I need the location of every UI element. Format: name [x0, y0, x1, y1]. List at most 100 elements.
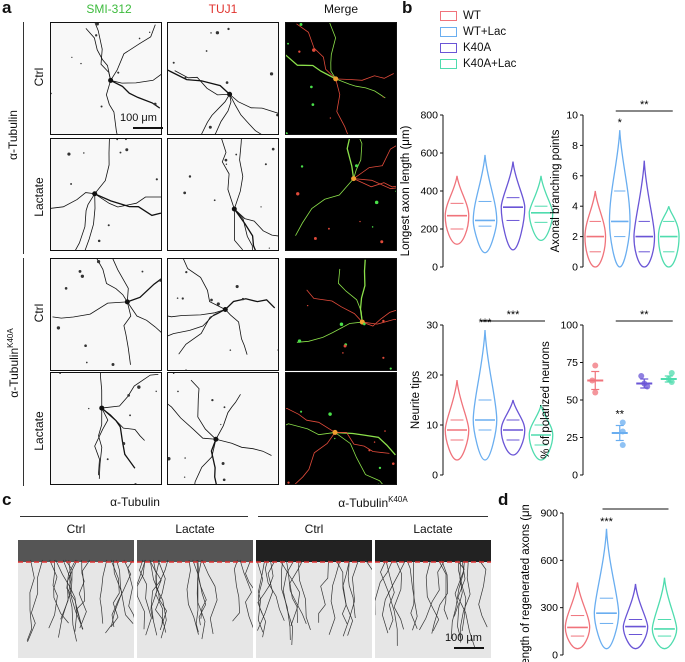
- legend-label: WT: [463, 10, 481, 22]
- micrograph-tuj1-row-2: [167, 138, 279, 251]
- legend-label: WT+Lac: [463, 26, 507, 38]
- micrograph-merge-row-1: [285, 22, 397, 135]
- y-tick-label: 8: [572, 140, 578, 152]
- legend-swatch: [440, 11, 457, 21]
- series-k40a: [500, 399, 526, 456]
- chart-2: 0 10 20 30 Neurite tips *** ***: [410, 309, 554, 482]
- y-tick-label: 10: [566, 110, 578, 122]
- row-label-ctrl-1: Ctrl: [32, 67, 46, 87]
- scale-bar-label-a: 100 μm: [120, 112, 157, 124]
- y-tick-label: 0: [552, 650, 558, 662]
- y-tick-label: 20: [426, 370, 438, 382]
- y-tick-label: 600: [540, 555, 558, 567]
- series-wt-lac: [472, 154, 498, 254]
- y-tick-label: 0: [432, 470, 438, 482]
- violin: [500, 161, 526, 251]
- c-col-label-lactate-1: Lactate: [175, 522, 215, 536]
- violin: [500, 399, 526, 456]
- series-k40a: [636, 373, 653, 390]
- y-tick-label: 75: [566, 357, 578, 369]
- micrograph-smi312-row-3: [50, 258, 162, 371]
- micrograph-tuj1-row-3: [167, 258, 279, 371]
- y-axis-label: Length of regenerated axons (μm): [520, 505, 532, 662]
- legend-swatch: [440, 27, 457, 37]
- data-point: [592, 389, 599, 396]
- series-k40a-lac: [528, 404, 554, 461]
- violin: [633, 160, 656, 268]
- y-tick-label: 100: [560, 320, 578, 332]
- micrograph-smi312-row-4: [50, 372, 162, 485]
- significance-mark: ***: [507, 309, 521, 321]
- c-group-label-alpha-tubulin: α-Tubulin: [110, 495, 160, 509]
- series-wt: [444, 175, 470, 245]
- legend-swatch: [440, 59, 457, 69]
- y-tick-label: 0: [432, 262, 438, 274]
- panel-letter-a: a: [2, 0, 12, 17]
- chart-4: 0 300 600 900 Length of regenerated axons (μ…: [520, 505, 678, 662]
- legend-label: K40A+Lac: [463, 58, 517, 70]
- chart-0: 0 200 400 600 800 Longest axon length (μm): [400, 110, 554, 274]
- legend-item-wt: WT: [440, 8, 550, 24]
- group-label-alpha-tubulin: α-Tubulin: [6, 110, 20, 160]
- series-wt-lac: [608, 130, 631, 268]
- row-label-lactate-2: Lactate: [32, 411, 46, 451]
- significance-mark: *: [618, 117, 623, 129]
- series-k40a: [633, 160, 656, 268]
- series-wt-lac: [593, 528, 620, 650]
- violin: [564, 582, 591, 650]
- series-wt: [444, 379, 470, 461]
- series-wt-lac: [611, 419, 628, 448]
- c-col-label-ctrl-2: Ctrl: [304, 522, 324, 536]
- violin: [651, 577, 678, 650]
- violin: [584, 190, 607, 268]
- violin: [528, 175, 554, 242]
- scale-bar-a: [133, 127, 163, 129]
- series-wt-lac: [472, 329, 498, 461]
- data-point: [592, 362, 599, 369]
- data-point: [668, 370, 675, 376]
- data-point: [619, 419, 626, 426]
- legend-swatch: [440, 43, 457, 53]
- series-k40a-lac: [528, 175, 554, 242]
- c-group-label-alpha-tubulin-k40a: α-TubulinK40A: [338, 495, 408, 510]
- series-wt: [564, 582, 591, 650]
- c-col-label-ctrl-1: Ctrl: [66, 522, 86, 536]
- series-k40a-lac: [657, 206, 680, 268]
- series-k40a: [622, 583, 649, 650]
- data-point: [638, 373, 645, 379]
- y-tick-label: 2: [572, 231, 578, 243]
- series-k40a: [500, 161, 526, 251]
- legend-label: K40A: [463, 42, 492, 54]
- violin: [608, 130, 631, 268]
- data-point: [619, 442, 626, 448]
- y-tick-label: 200: [420, 224, 438, 236]
- significance-mark: **: [615, 409, 624, 421]
- group-bracket-alpha-tubulin: [23, 22, 24, 254]
- significance-mark: ***: [629, 505, 643, 509]
- y-tick-label: 25: [566, 432, 578, 444]
- y-axis-label: Longest axon length (μm): [400, 126, 412, 257]
- y-tick-label: 300: [540, 602, 558, 614]
- row-label-ctrl-2: Ctrl: [32, 303, 46, 323]
- legend-item-k40a: K40A: [440, 40, 550, 56]
- group-bracket-alpha-tubulin-k40a: [23, 258, 24, 486]
- regen-image-3: [256, 540, 372, 658]
- scale-bar-c: [454, 647, 484, 649]
- violin: [657, 206, 680, 268]
- legend: WT WT+Lac K40A K40A+Lac: [440, 8, 550, 72]
- y-tick-label: 900: [540, 508, 558, 520]
- regen-image-1: [18, 540, 134, 658]
- y-axis-label: % of polarized neurons: [540, 341, 552, 459]
- col-header-tuj1: TUJ1: [208, 2, 238, 16]
- y-tick-label: 800: [420, 110, 438, 122]
- y-tick-label: 600: [420, 148, 438, 160]
- panel-letter-b: b: [402, 0, 413, 17]
- panel-d-chart: 0 300 600 900 Length of regenerated axons (μ…: [520, 505, 678, 662]
- panel-letter-c: c: [2, 490, 12, 509]
- violin: [472, 154, 498, 254]
- series-k40a-lac: [651, 577, 678, 650]
- micrograph-merge-row-2: [285, 138, 397, 251]
- micrograph-merge-row-3: [285, 258, 397, 371]
